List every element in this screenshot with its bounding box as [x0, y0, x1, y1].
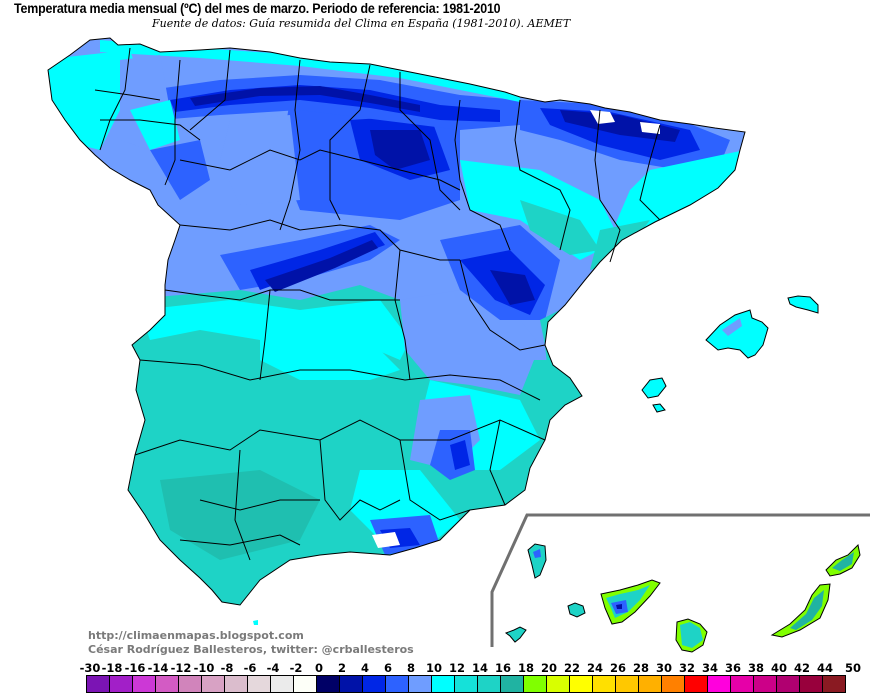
- legend-label: 6: [383, 661, 393, 675]
- legend-swatch: [708, 676, 731, 692]
- legend-swatch: [87, 676, 110, 692]
- legend-swatch: [133, 676, 156, 692]
- legend-swatch: [777, 676, 800, 692]
- legend-label: 12: [448, 661, 466, 675]
- legend-swatch: [110, 676, 133, 692]
- inset-frame: [490, 513, 870, 647]
- legend-swatch: [179, 676, 202, 692]
- map-subtitle: Fuente de datos: Guía resumida del Clima…: [152, 17, 571, 30]
- legend-swatch: [800, 676, 823, 692]
- legend-label: 2: [337, 661, 347, 675]
- legend-label: 36: [724, 661, 742, 675]
- legend-swatch: [639, 676, 662, 692]
- legend-swatch: [225, 676, 248, 692]
- legend-label: 34: [701, 661, 719, 675]
- legend-label: 22: [563, 661, 581, 675]
- legend-swatch: [294, 676, 317, 692]
- la-palma: [527, 543, 547, 579]
- legend-label: 4: [360, 661, 370, 675]
- legend-swatch: [478, 676, 501, 692]
- legend-label: 30: [655, 661, 673, 675]
- legend-label: 32: [678, 661, 696, 675]
- mallorca: [705, 309, 769, 359]
- legend-label: 24: [586, 661, 604, 675]
- legend-label: -14: [147, 661, 169, 675]
- legend-swatch: [662, 676, 685, 692]
- legend-swatch: [432, 676, 455, 692]
- legend-label: 26: [609, 661, 627, 675]
- legend-label: 16: [494, 661, 512, 675]
- legend-label: -10: [193, 661, 215, 675]
- legend-label: -16: [124, 661, 146, 675]
- la-gomera: [567, 602, 586, 618]
- balearic-islands: [641, 295, 819, 413]
- legend-swatch: [524, 676, 547, 692]
- legend-label: 38: [747, 661, 765, 675]
- legend-label: 8: [406, 661, 416, 675]
- fuerteventura: [770, 583, 831, 638]
- legend-swatch: [501, 676, 524, 692]
- legend-swatch: [202, 676, 225, 692]
- legend-label: -2: [289, 661, 303, 675]
- legend-label: 20: [540, 661, 558, 675]
- legend-label: 44: [816, 661, 834, 675]
- legend-label: 42: [793, 661, 811, 675]
- legend-swatch: [317, 676, 340, 692]
- legend-label: 0: [314, 661, 324, 675]
- legend-swatch: [363, 676, 386, 692]
- legend-label: 40: [770, 661, 788, 675]
- legend-label: -12: [170, 661, 192, 675]
- color-legend: [86, 675, 846, 693]
- legend-swatch: [386, 676, 409, 692]
- menorca: [787, 295, 819, 314]
- legend-swatch: [823, 676, 845, 692]
- map-title: Temperatura media mensual (ºC) del mes d…: [14, 1, 501, 16]
- legend-swatch: [593, 676, 616, 692]
- legend-label: -18: [101, 661, 123, 675]
- legend-label: 28: [632, 661, 650, 675]
- legend-labels: -30 -18 -16 -14 -12 -10 -8 -6 -4 -2 0 2 …: [76, 661, 870, 675]
- legend-swatch: [754, 676, 777, 692]
- legend-swatch: [340, 676, 363, 692]
- province-borders: [47, 37, 746, 606]
- formentera: [652, 403, 666, 413]
- legend-swatch: [731, 676, 754, 692]
- legend-label: -6: [243, 661, 257, 675]
- credit-author: César Rodríguez Ballesteros, twitter: @c…: [88, 643, 414, 656]
- legend-label: -4: [266, 661, 280, 675]
- legend-swatch: [616, 676, 639, 692]
- credit-url: http://climaenmapas.blogspot.com: [88, 629, 304, 642]
- legend-swatch: [248, 676, 271, 692]
- ceuta: [253, 620, 258, 625]
- el-hierro: [504, 626, 527, 643]
- legend-swatch: [156, 676, 179, 692]
- legend-swatch: [685, 676, 708, 692]
- legend-label: 50: [844, 661, 862, 675]
- ibiza: [641, 377, 667, 399]
- legend-label: 18: [517, 661, 535, 675]
- legend-swatch: [547, 676, 570, 692]
- legend-swatch: [409, 676, 432, 692]
- legend-label: 14: [471, 661, 489, 675]
- legend-label: 10: [425, 661, 443, 675]
- legend-swatch: [455, 676, 478, 692]
- legend-swatch: [271, 676, 294, 692]
- canary-islands-inset: [490, 513, 870, 653]
- legend-label: -8: [220, 661, 234, 675]
- legend-label: -30: [79, 661, 101, 675]
- legend-swatch: [570, 676, 593, 692]
